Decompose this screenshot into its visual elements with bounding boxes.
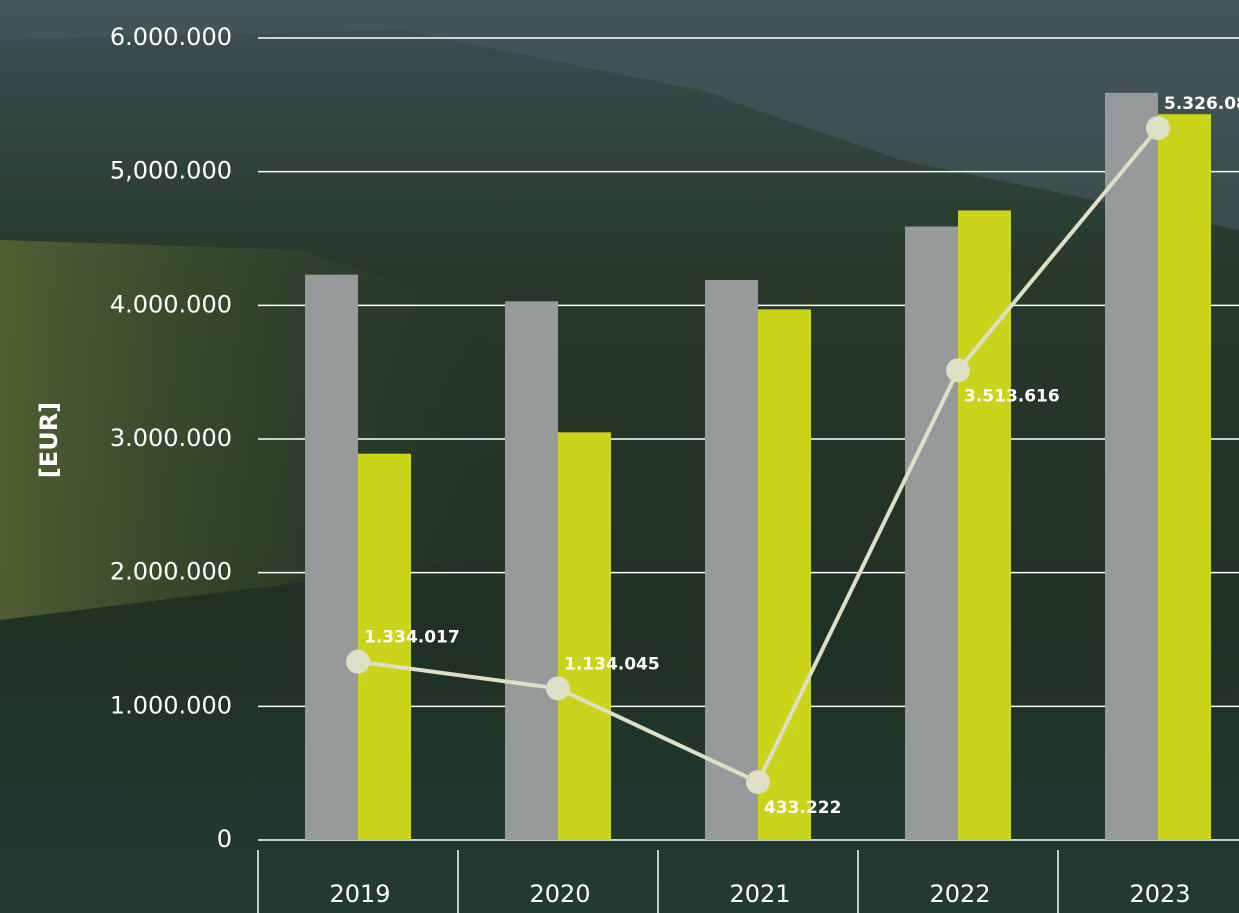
x-tick-label: 2022 bbox=[929, 880, 990, 908]
y-tick-label: 5,000.000 bbox=[110, 157, 232, 185]
bar bbox=[305, 274, 358, 841]
bar bbox=[905, 226, 958, 841]
data-label: 5.326.080 bbox=[1164, 94, 1239, 114]
bar bbox=[705, 279, 758, 841]
y-tick-label: 3.000.000 bbox=[110, 424, 232, 452]
x-tick-label: 2020 bbox=[529, 880, 590, 908]
x-tick-label: 2019 bbox=[329, 880, 390, 908]
x-tick-label: 2023 bbox=[1129, 880, 1190, 908]
bar bbox=[758, 309, 811, 840]
y-tick-label: 2.000.000 bbox=[110, 558, 232, 586]
background-sky bbox=[0, 0, 1239, 230]
bar bbox=[1105, 92, 1158, 840]
data-label: 3.513.616 bbox=[964, 386, 1060, 406]
data-label: 433.222 bbox=[764, 798, 841, 818]
x-tick-label: 2021 bbox=[729, 880, 790, 908]
line-point bbox=[746, 770, 770, 795]
bar bbox=[505, 301, 558, 840]
background-hill bbox=[0, 240, 520, 620]
line-point bbox=[546, 676, 570, 701]
data-label: 1.134.045 bbox=[564, 654, 660, 674]
bar bbox=[958, 210, 1011, 840]
line-point bbox=[346, 649, 370, 674]
bar bbox=[358, 453, 411, 840]
bar bbox=[1158, 114, 1211, 840]
line-point bbox=[1146, 116, 1170, 141]
line-point bbox=[946, 358, 970, 383]
y-tick-label: 1.000.000 bbox=[110, 691, 232, 719]
y-tick-label: 0 bbox=[217, 825, 232, 853]
y-tick-label: 6.000.000 bbox=[110, 23, 232, 51]
y-tick-label: 4.000.000 bbox=[110, 290, 232, 318]
data-label: 1.334.017 bbox=[364, 628, 460, 648]
bar bbox=[558, 432, 611, 840]
y-axis-label: [EUR] bbox=[35, 402, 63, 478]
